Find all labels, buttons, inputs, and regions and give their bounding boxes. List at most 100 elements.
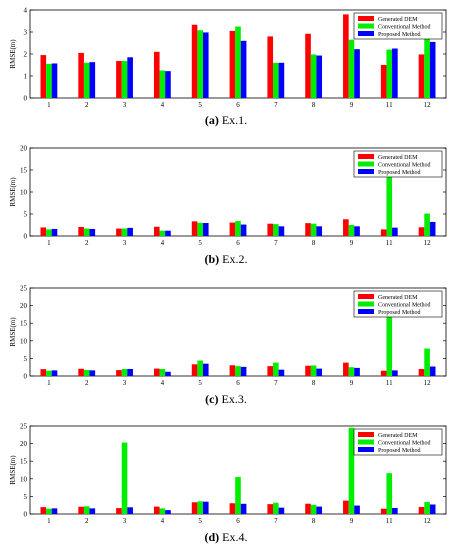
bar-proposed-method bbox=[316, 55, 323, 98]
bar-conventional-method bbox=[46, 229, 52, 236]
panel-caption: (d) Ex.4. bbox=[204, 530, 247, 544]
panel-caption: (c) Ex.3. bbox=[205, 392, 247, 406]
bar-proposed-method bbox=[240, 40, 247, 98]
legend-label: Proposed Method bbox=[378, 310, 421, 316]
legend-label: Conventional Method bbox=[378, 25, 431, 31]
bar-generated-dem bbox=[40, 227, 47, 236]
y-tick-label: 10 bbox=[20, 337, 28, 345]
caption-text: Ex.4. bbox=[222, 530, 247, 544]
panel-caption: (b) Ex.2. bbox=[204, 252, 247, 266]
legend-label: Conventional Method bbox=[378, 163, 431, 169]
x-tick-label: 6 bbox=[236, 379, 240, 387]
bar-proposed-method bbox=[89, 508, 96, 514]
x-tick-label: 1 bbox=[47, 517, 51, 525]
bar-conventional-method bbox=[159, 508, 166, 514]
bar-conventional-method bbox=[83, 62, 90, 98]
y-tick-label: 5 bbox=[24, 211, 28, 219]
bar-proposed-method bbox=[278, 507, 285, 514]
bar-generated-dem bbox=[116, 370, 122, 376]
bar-proposed-method bbox=[202, 501, 209, 514]
legend-swatch bbox=[358, 447, 374, 452]
bar-proposed-method bbox=[165, 230, 171, 236]
bar-proposed-method bbox=[127, 368, 133, 376]
bar-proposed-method bbox=[51, 63, 58, 98]
caption-letter: (d) bbox=[204, 530, 222, 544]
bar-generated-dem bbox=[116, 228, 122, 236]
x-tick-label: 9 bbox=[350, 379, 354, 387]
legend-label: Conventional Method bbox=[378, 303, 431, 309]
bar-generated-dem bbox=[78, 506, 84, 514]
bar-conventional-method bbox=[197, 222, 203, 236]
y-tick-label: 20 bbox=[20, 440, 28, 448]
bar-conventional-method bbox=[273, 224, 279, 236]
bar-generated-dem bbox=[267, 366, 274, 376]
bar-conventional-method bbox=[159, 230, 166, 236]
x-tick-label: 8 bbox=[312, 379, 316, 387]
x-tick-label: 11 bbox=[386, 517, 393, 525]
bar-generated-dem bbox=[40, 55, 47, 98]
bar-generated-dem bbox=[78, 52, 84, 98]
legend-swatch bbox=[358, 309, 374, 314]
x-tick-label: 5 bbox=[198, 101, 202, 109]
y-tick-label: 20 bbox=[20, 145, 28, 153]
bar-generated-dem bbox=[343, 219, 349, 236]
bar-generated-dem bbox=[418, 369, 425, 376]
y-tick-label: 25 bbox=[20, 423, 28, 431]
caption-text: Ex.2. bbox=[222, 252, 247, 266]
bar-generated-dem bbox=[78, 368, 84, 376]
legend-label: Generated DEM bbox=[378, 295, 418, 301]
y-tick-label: 15 bbox=[20, 167, 28, 175]
x-tick-label: 8 bbox=[312, 517, 316, 525]
caption-text: Ex.1. bbox=[222, 113, 247, 127]
bar-proposed-method bbox=[392, 227, 398, 236]
x-tick-label: 2 bbox=[85, 517, 89, 525]
bar-conventional-method bbox=[83, 506, 90, 514]
bar-generated-dem bbox=[343, 14, 349, 98]
y-tick-label: 0 bbox=[24, 373, 28, 381]
legend-swatch bbox=[358, 294, 374, 299]
bar-generated-dem bbox=[380, 65, 387, 98]
bar-proposed-method bbox=[316, 506, 323, 514]
caption-letter: (b) bbox=[204, 252, 222, 266]
x-tick-label: 4 bbox=[161, 517, 165, 525]
bar-conventional-method bbox=[386, 314, 393, 376]
bar-proposed-method bbox=[392, 370, 398, 376]
bar-generated-dem bbox=[191, 502, 198, 514]
bar-conventional-method bbox=[348, 39, 355, 98]
x-tick-label: 9 bbox=[350, 517, 354, 525]
bar-generated-dem bbox=[153, 226, 160, 236]
bar-generated-dem bbox=[229, 503, 236, 514]
legend-swatch bbox=[358, 301, 374, 307]
y-tick-label: 10 bbox=[20, 189, 28, 197]
bar-conventional-method bbox=[83, 228, 90, 236]
bar-proposed-method bbox=[240, 366, 247, 376]
y-tick-label: 5 bbox=[24, 493, 28, 501]
bar-conventional-method bbox=[386, 170, 393, 236]
y-tick-label: 15 bbox=[20, 458, 28, 466]
bar-conventional-method bbox=[46, 63, 52, 98]
bar-generated-dem bbox=[191, 24, 198, 99]
bar-proposed-method bbox=[429, 221, 436, 236]
bar-generated-dem bbox=[380, 229, 387, 236]
x-tick-label: 6 bbox=[236, 239, 240, 247]
bar-proposed-method bbox=[89, 228, 96, 236]
caption-text: Ex.3. bbox=[221, 392, 246, 406]
y-tick-label: 0 bbox=[24, 511, 28, 519]
x-tick-label: 7 bbox=[274, 239, 278, 247]
bar-proposed-method bbox=[354, 367, 360, 376]
x-tick-label: 12 bbox=[424, 517, 432, 525]
x-tick-label: 5 bbox=[198, 239, 202, 247]
caption-letter: (a) bbox=[205, 113, 222, 127]
bar-generated-dem bbox=[305, 33, 311, 99]
legend-label: Generated DEM bbox=[378, 155, 418, 161]
x-tick-label: 7 bbox=[274, 101, 278, 109]
legend-swatch bbox=[358, 23, 374, 29]
y-tick-label: 0 bbox=[24, 233, 28, 241]
x-tick-label: 4 bbox=[161, 101, 165, 109]
bar-conventional-method bbox=[235, 366, 241, 376]
legend-label: Proposed Method bbox=[378, 170, 421, 176]
bar-conventional-method bbox=[310, 504, 317, 514]
x-tick-label: 4 bbox=[161, 239, 165, 247]
